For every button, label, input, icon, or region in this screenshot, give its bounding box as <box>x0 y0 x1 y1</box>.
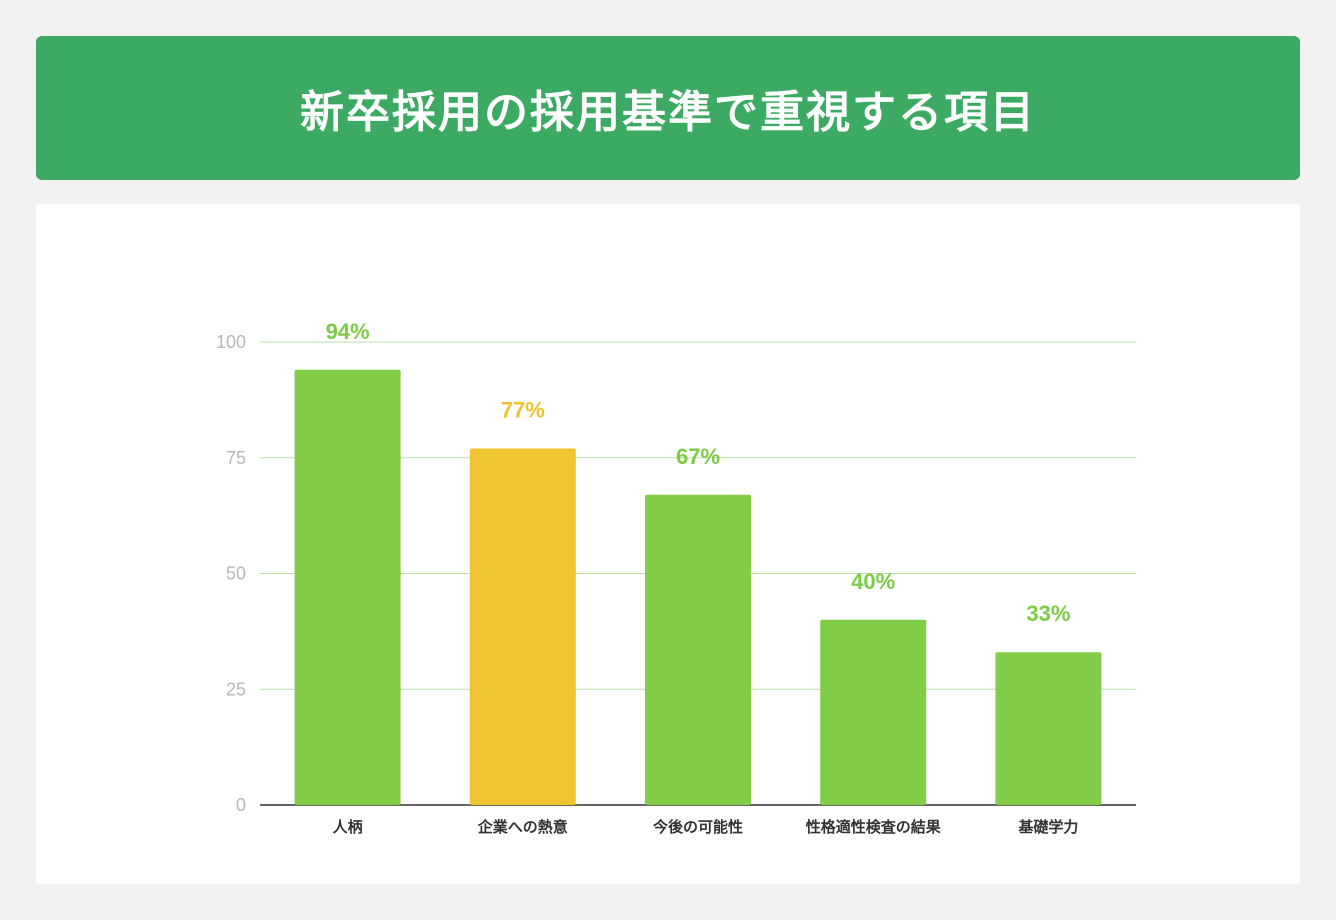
y-tick-label-0: 0 <box>236 795 246 815</box>
bar-0 <box>294 369 401 805</box>
bar-4 <box>995 652 1102 805</box>
data-label-0: 94% <box>326 319 370 344</box>
data-label-4: 33% <box>1026 601 1070 626</box>
y-tick-label-75: 75 <box>226 448 246 468</box>
data-label-1: 77% <box>501 397 545 422</box>
data-label-2: 67% <box>676 444 720 469</box>
x-category-label-0: 人柄 <box>333 818 363 836</box>
bar-2 <box>645 494 751 805</box>
chart-title: 新卒採用の採用基準で重視する項目 <box>300 87 1036 138</box>
bar-1 <box>469 448 576 805</box>
y-tick-label-100: 100 <box>216 332 246 352</box>
x-category-label-1: 企業への熱意 <box>477 818 568 836</box>
x-category-label-3: 性格適性検査の結果 <box>806 818 942 836</box>
bar-3 <box>820 619 927 805</box>
y-tick-label-25: 25 <box>226 679 246 699</box>
x-category-label-4: 基礎学力 <box>1017 818 1078 836</box>
title-banner: 新卒採用の採用基準で重視する項目 <box>36 36 1300 180</box>
data-label-3: 40% <box>851 569 895 594</box>
y-tick-label-50: 50 <box>226 564 246 584</box>
chart-panel: 0 25 50 75 100 94% 人柄 77% 企業への熱意 67% 今後の可能性 40% 性格適性… <box>36 204 1300 884</box>
x-category-label-2: 今後の可能性 <box>652 818 743 836</box>
bar-chart: 0 25 50 75 100 94% 人柄 77% 企業への熱意 67% 今後の可能性 40% 性格適性… <box>216 319 1136 836</box>
